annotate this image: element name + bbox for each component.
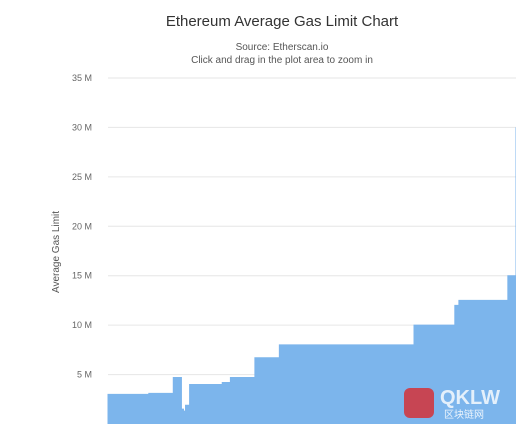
y-tick-label: 25 M (72, 172, 92, 182)
chart-subtitle-source: Source: Etherscan.io (236, 42, 329, 53)
y-tick-label: 30 M (72, 122, 92, 132)
y-tick-label: 10 M (72, 320, 92, 330)
chart-title: Ethereum Average Gas Limit Chart (166, 13, 399, 30)
watermark-subtext: 区块链网 (444, 408, 484, 421)
gas-limit-area-series[interactable] (107, 127, 516, 424)
y-axis-ticks: 5 M 10 M 15 M 20 M 25 M 30 M 35 M (72, 73, 92, 380)
chart-subtitle-zoom-hint: Click and drag in the plot area to zoom … (191, 55, 373, 66)
y-axis-label: Average Gas Limit (51, 211, 62, 293)
watermark-text: QKLW (440, 387, 500, 409)
plot-area[interactable] (107, 127, 516, 424)
y-tick-label: 5 M (77, 370, 92, 380)
y-tick-label: 35 M (72, 73, 92, 83)
watermark-badge (404, 388, 434, 418)
watermark-logo: QKLW 区块链网 (404, 387, 500, 421)
y-tick-label: 20 M (72, 221, 92, 231)
grid-lines (108, 77, 516, 376)
y-tick-label: 15 M (72, 271, 92, 281)
